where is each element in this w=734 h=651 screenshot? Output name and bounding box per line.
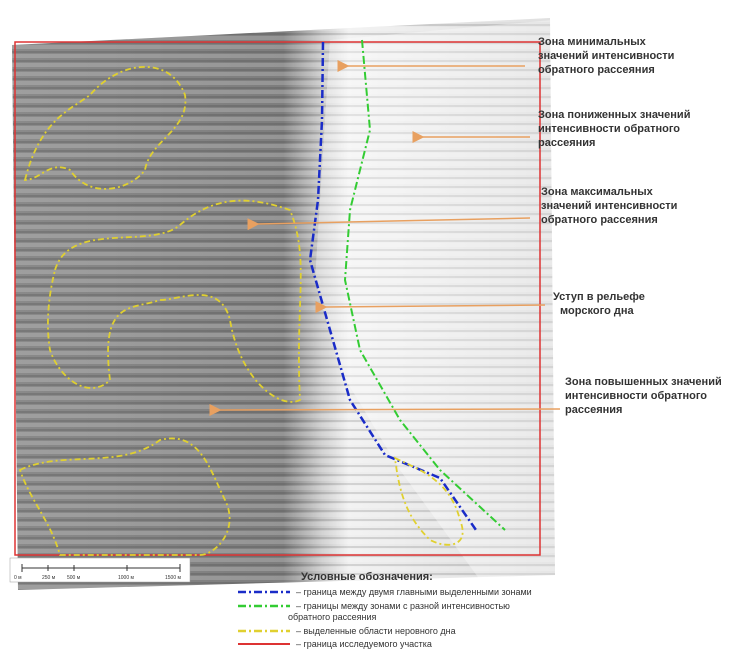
scale-bar: 0 м 250 м 500 м 1000 м 1500 м <box>10 558 190 582</box>
scale-label: 500 м <box>67 575 81 581</box>
annotation-line: интенсивности обратного <box>538 123 680 135</box>
annotation-line: интенсивности обратного <box>565 390 707 402</box>
annotation-line: Зона пониженных значений <box>538 109 690 121</box>
annotation-line: Зона повышенных значений <box>565 376 722 388</box>
annotation-line: значений интенсивности <box>541 200 677 212</box>
annotation-line: обратного рассеяния <box>538 64 655 76</box>
sonar-image <box>12 18 555 590</box>
annotation-line: Зона минимальных <box>538 36 647 48</box>
annotation-line: значений интенсивности <box>538 50 674 62</box>
annotation-line: обратного рассеяния <box>541 214 658 226</box>
legend-text: – границы между зонами с разной интенсив… <box>296 601 510 611</box>
annotation-line: рассеяния <box>538 137 595 149</box>
map-figure: Зона минимальных значений интенсивности … <box>0 0 734 651</box>
legend-text: – граница исследуемого участка <box>296 639 432 649</box>
scale-label: 1000 м <box>118 575 135 581</box>
annotation-line: Зона максимальных <box>541 186 654 198</box>
legend-text: – выделенные области неровного дна <box>296 626 456 636</box>
legend-title: Условные обозначения: <box>301 571 433 583</box>
scale-label: 250 м <box>42 575 56 581</box>
legend: Условные обозначения: – граница между дв… <box>238 571 532 649</box>
legend-text: – граница между двумя главными выделенны… <box>296 587 532 597</box>
scale-label: 1500 м <box>165 575 182 581</box>
legend-text: обратного рассеяния <box>288 612 377 622</box>
annotation-line: рассеяния <box>565 404 622 416</box>
annotation-line: морского дна <box>560 305 634 317</box>
annotations: Зона минимальных значений интенсивности … <box>538 36 722 416</box>
annotation-line: Уступ в рельефе <box>553 291 645 303</box>
scale-label: 0 м <box>14 575 22 581</box>
